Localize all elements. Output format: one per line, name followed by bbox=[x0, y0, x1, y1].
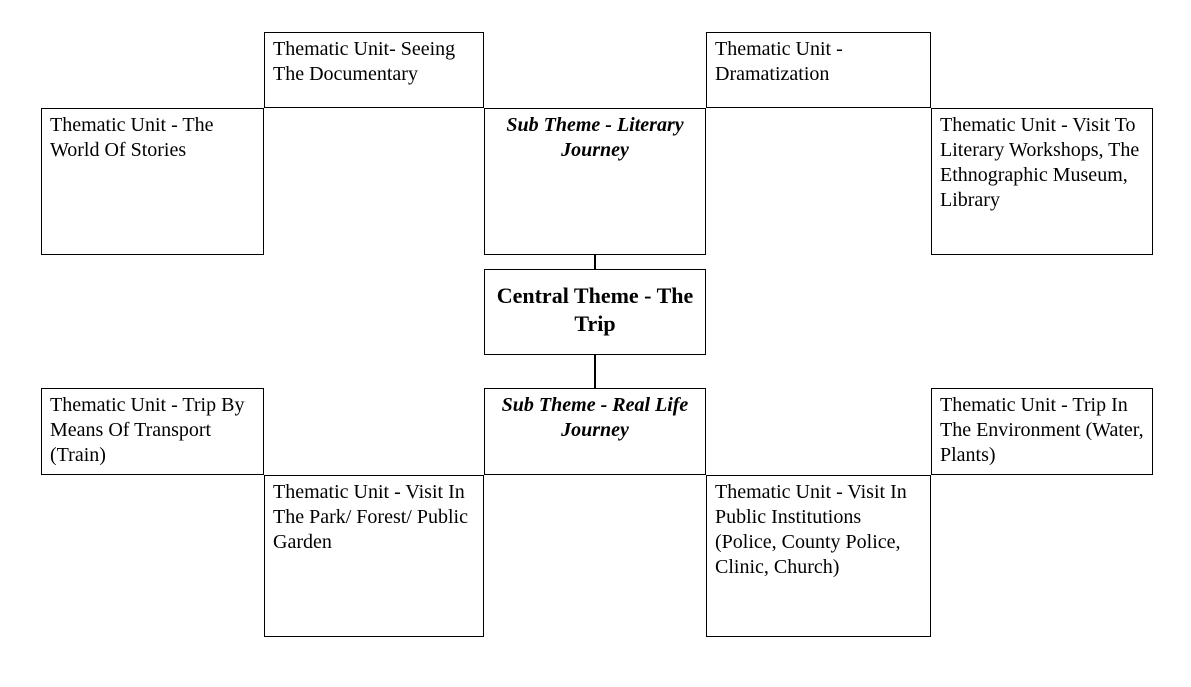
node-sub-real-label: Sub Theme - Real Life Journey bbox=[502, 394, 689, 441]
node-unit-park: Thematic Unit - Visit In The Park/ Fores… bbox=[264, 475, 484, 637]
node-unit-dramatization-label: Thematic Unit - Dramatization bbox=[715, 38, 843, 85]
node-unit-world-stories-label: Thematic Unit - The World Of Stories bbox=[50, 114, 213, 161]
node-sub-real: Sub Theme - Real Life Journey bbox=[484, 388, 706, 475]
node-unit-visit-literary-label: Thematic Unit - Visit To Literary Worksh… bbox=[940, 114, 1139, 211]
node-unit-visit-literary: Thematic Unit - Visit To Literary Worksh… bbox=[931, 108, 1153, 255]
node-unit-documentary: Thematic Unit- Seeing The Documentary bbox=[264, 32, 484, 108]
node-unit-documentary-label: Thematic Unit- Seeing The Documentary bbox=[273, 38, 455, 85]
node-central-theme: Central Theme - The Trip bbox=[484, 269, 706, 355]
node-unit-institutions-label: Thematic Unit - Visit In Public Institut… bbox=[715, 481, 907, 578]
node-unit-park-label: Thematic Unit - Visit In The Park/ Fores… bbox=[273, 481, 468, 553]
node-unit-dramatization: Thematic Unit - Dramatization bbox=[706, 32, 931, 108]
node-unit-world-stories: Thematic Unit - The World Of Stories bbox=[41, 108, 264, 255]
node-unit-institutions: Thematic Unit - Visit In Public Institut… bbox=[706, 475, 931, 637]
node-central-theme-label: Central Theme - The Trip bbox=[497, 283, 694, 336]
node-sub-literary: Sub Theme - Literary Journey bbox=[484, 108, 706, 255]
node-unit-transport-label: Thematic Unit - Trip By Means Of Transpo… bbox=[50, 394, 244, 466]
edge-central-subreal bbox=[594, 355, 596, 388]
edge-subliterary-central bbox=[594, 255, 596, 269]
node-sub-literary-label: Sub Theme - Literary Journey bbox=[506, 114, 683, 161]
node-unit-environment: Thematic Unit - Trip In The Environment … bbox=[931, 388, 1153, 475]
node-unit-environment-label: Thematic Unit - Trip In The Environment … bbox=[940, 394, 1144, 466]
node-unit-transport: Thematic Unit - Trip By Means Of Transpo… bbox=[41, 388, 264, 475]
